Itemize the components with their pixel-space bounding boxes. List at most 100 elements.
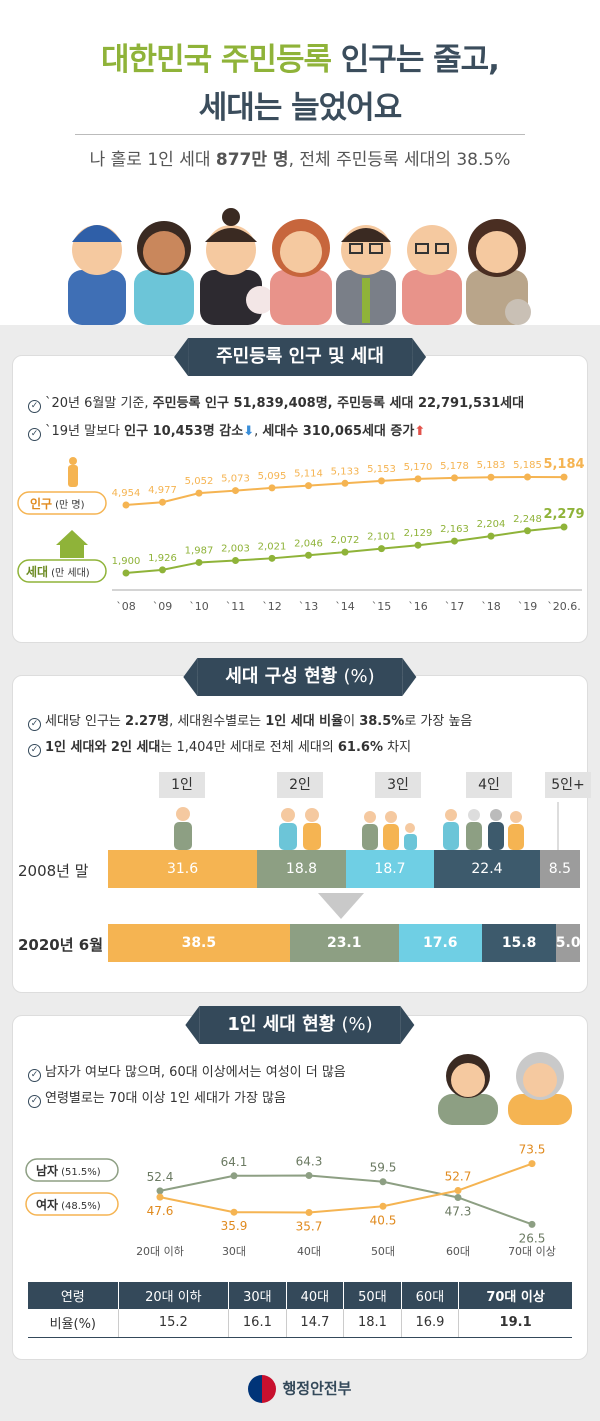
household-value-label: 2,101: [367, 532, 396, 543]
population-point: [487, 473, 495, 481]
household-point: [305, 551, 312, 559]
household-size-label-5: 5인+: [545, 772, 591, 798]
household-value-label: 2,248: [513, 514, 542, 525]
female-line: [159, 1162, 533, 1214]
household-value-label: 1,926: [148, 553, 177, 564]
population-value-label: 5,052: [185, 476, 214, 487]
population-point: [451, 474, 458, 482]
male-value-label: 64.1: [221, 1155, 248, 1169]
row-label-2020: 2020년 6월: [18, 936, 104, 954]
female-point: [379, 1202, 387, 1210]
male-value-label: 64.3: [296, 1155, 323, 1169]
x-tick-label: `11: [226, 600, 246, 613]
bar-segment-4인: 15.8: [481, 924, 557, 962]
table-header-cell: 40대: [286, 1282, 345, 1309]
population-value-label: 5,133: [331, 466, 360, 477]
table-header-cell: 60대: [401, 1282, 460, 1309]
section3-title: 1인 세대 현황 (%): [185, 1006, 415, 1044]
male-value-label: 59.5: [370, 1161, 397, 1175]
population-point: [341, 479, 349, 487]
section1-bullet1: ✓ `20년 6월말 기준, 주민등록 인구 51,839,408명, 주민등록 …: [28, 392, 524, 413]
person-figure-icon: [174, 807, 192, 850]
table-row: 비율(%) 15.2 16.1 14.7 18.1 16.9 19.1: [28, 1309, 572, 1338]
population-value-label: 4,954: [112, 488, 141, 499]
household-point: [341, 548, 349, 556]
svg-text:여자(48.5%): 여자 (48.5%): [36, 1197, 101, 1212]
male-value-label: 52.4: [147, 1170, 174, 1184]
bar-segment-3인: 18.7: [345, 850, 435, 888]
household-point: [451, 537, 458, 545]
female-value-label: 52.7: [445, 1170, 472, 1184]
bar-segment-3인: 17.6: [398, 924, 482, 962]
bar-segment-2인: 23.1: [289, 924, 399, 962]
household-size-label-3: 3인: [375, 772, 421, 798]
female-point: [305, 1208, 313, 1216]
divider: [75, 134, 525, 135]
table-header-cell: 연령: [28, 1282, 119, 1309]
check-icon: ✓: [28, 1069, 41, 1082]
table-header-cell: 30대: [228, 1282, 287, 1309]
table-cell: 비율(%): [28, 1309, 119, 1338]
household-point: [268, 554, 276, 562]
x-tick-label: `09: [153, 600, 173, 613]
population-point: [122, 501, 130, 509]
x-tick-label: `14: [335, 600, 355, 613]
header: 대한민국 주민등록 인구는 줄고, 세대는 늘었어요 나 홀로 1인 세대 87…: [0, 0, 600, 325]
population-series-label: 인구 (만 명): [17, 457, 107, 515]
family-of-three-icon: [362, 811, 417, 850]
population-value-label: 4,977: [148, 485, 177, 496]
x-tick-label: `18: [481, 600, 501, 613]
household-point: [195, 558, 203, 566]
bar-row-2008: 31.6 18.8 18.7 22.4 8.5: [108, 850, 580, 888]
population-value-label: 5,183: [477, 460, 506, 471]
x-tick-label: 30대: [222, 1245, 246, 1258]
population-value-label: 5,185: [513, 460, 542, 471]
section2-bullet2: ✓ 1인 세대와 2인 세대는 1,404만 세대로 전체 세대의 61.6% 차…: [28, 736, 411, 757]
male-point: [156, 1187, 164, 1195]
x-tick-label: `12: [262, 600, 282, 613]
person-5-icon: [336, 225, 396, 325]
household-value-label: 2,163: [440, 524, 469, 535]
table-header-row: 연령 20대 이하 30대 40대 50대 60대 70대 이상: [28, 1282, 572, 1309]
population-value-label: 5,095: [258, 471, 287, 482]
government-logo-icon: [248, 1375, 277, 1403]
male-value-label: 26.5: [519, 1231, 546, 1245]
svg-text:인구(만 명): 인구 (만 명): [30, 496, 85, 511]
household-value-label: 2,021: [258, 541, 287, 552]
table-cell: 15.2: [118, 1309, 230, 1338]
row-label-2008: 2008년 말: [18, 862, 89, 880]
male-point: [230, 1172, 238, 1180]
population-point: [195, 489, 203, 497]
people-illustration: [68, 208, 531, 325]
main-title-line1: 대한민국 주민등록 인구는 줄고,: [101, 42, 500, 78]
household-size-label-2: 2인: [277, 772, 323, 798]
x-tick-label: `10: [189, 600, 209, 613]
family-of-four-icon: [443, 809, 524, 850]
population-value-label: 5,153: [367, 464, 396, 475]
household-point: [487, 532, 495, 540]
female-point: [230, 1208, 238, 1216]
person-1-icon: [68, 225, 126, 325]
population-point: [524, 473, 531, 481]
subtitle: 나 홀로 1인 세대 877만 명, 전체 주민등록 세대의 38.5%: [89, 150, 511, 170]
female-value-label: 40.5: [370, 1213, 397, 1227]
household-value-label: 2,129: [404, 528, 433, 539]
person-icon: [68, 465, 78, 487]
person-3-icon: [200, 208, 274, 325]
population-point: [414, 475, 422, 483]
population-point: [159, 498, 166, 506]
male-point: [528, 1220, 536, 1228]
male-point: [379, 1178, 387, 1186]
check-icon: ✓: [28, 1095, 41, 1108]
svg-text:세대(만 세대): 세대 (만 세대): [26, 564, 90, 579]
person-2-icon: [134, 221, 194, 325]
household-point: [524, 527, 531, 535]
male-point: [454, 1193, 462, 1201]
household-size-figures: [174, 802, 559, 850]
population-point: [378, 477, 385, 485]
check-icon: ✓: [28, 428, 41, 441]
single-household-age-table: 연령 20대 이하 30대 40대 50대 60대 70대 이상 비율(%) 15.2 16.1…: [28, 1282, 572, 1338]
arrow-down-icon: ⬇: [243, 424, 255, 439]
man-icon: [438, 1054, 498, 1125]
household-point: [232, 556, 239, 564]
